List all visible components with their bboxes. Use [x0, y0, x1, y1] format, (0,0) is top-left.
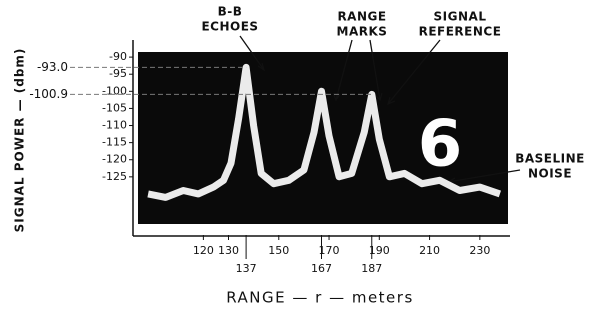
range-mark-label: 187 — [361, 262, 382, 275]
annotation: ECHOES — [201, 20, 258, 34]
annotation: SIGNAL — [434, 10, 487, 24]
annotation: RANGE — [337, 10, 386, 24]
x-tick-label: 120 — [193, 244, 214, 257]
y-axis-label: SIGNAL POWER — (dbm) — [13, 48, 27, 233]
y-tick-label: -105 — [102, 101, 127, 114]
y-tick-label: -120 — [102, 153, 127, 166]
annotation: BASELINE — [515, 152, 585, 166]
annotation: NOISE — [528, 167, 572, 181]
y-tick-label: -110 — [102, 119, 127, 132]
panel-number: 6 — [418, 108, 463, 182]
annotation: MARKS — [337, 25, 388, 39]
y-tick-label: -125 — [102, 170, 127, 183]
x-tick-label: 210 — [419, 244, 440, 257]
y-tick-label: -95 — [109, 67, 127, 80]
y-tick-label: -115 — [102, 136, 127, 149]
range-mark-label: 137 — [236, 262, 257, 275]
annotation: B-B — [218, 5, 243, 19]
range-mark-label: 167 — [311, 262, 332, 275]
reference-label: -100.9 — [29, 87, 68, 101]
reference-label: -93.0 — [37, 60, 68, 74]
x-tick-label: 150 — [268, 244, 289, 257]
x-axis-label: RANGE — r — meters — [226, 289, 414, 307]
x-tick-label: 230 — [469, 244, 490, 257]
y-tick-label: -100 — [102, 84, 127, 97]
annotation: REFERENCE — [419, 25, 502, 39]
y-tick-label: -90 — [109, 50, 127, 63]
x-tick-label: 130 — [218, 244, 239, 257]
chart: SIGNAL POWER — (dbm) RANGE — r — meters … — [0, 0, 590, 315]
